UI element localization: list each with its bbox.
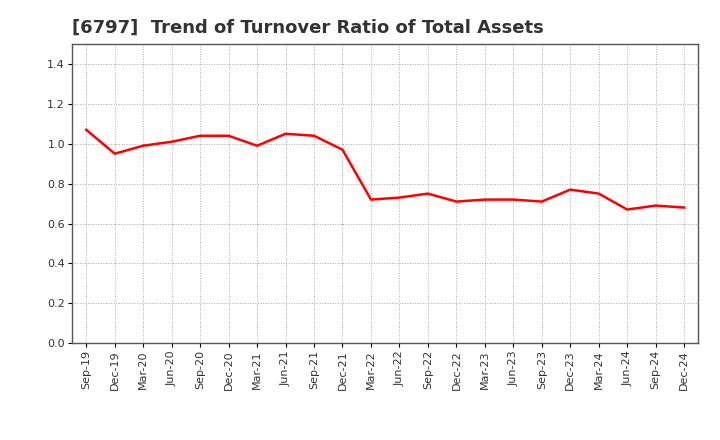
Text: [6797]  Trend of Turnover Ratio of Total Assets: [6797] Trend of Turnover Ratio of Total … <box>72 19 544 37</box>
